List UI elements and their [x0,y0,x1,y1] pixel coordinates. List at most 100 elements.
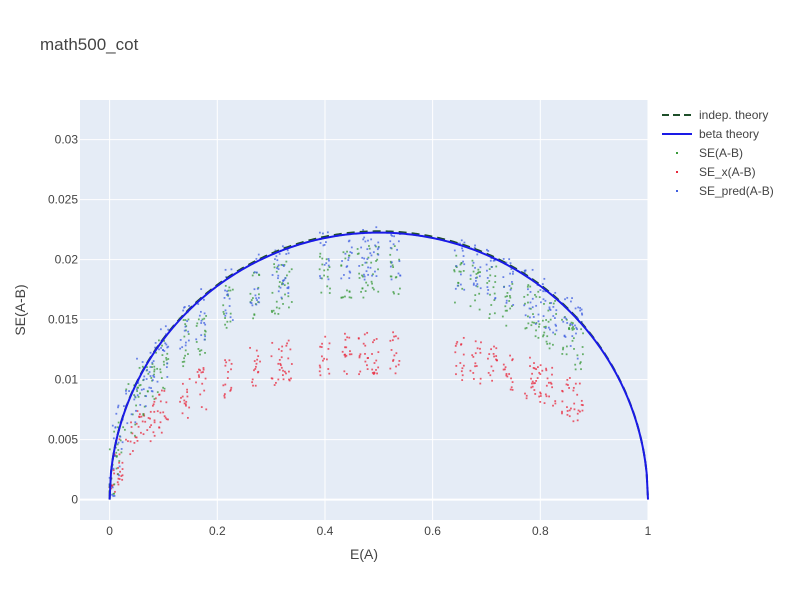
data-point [459,242,461,245]
data-point [573,402,576,405]
data-point [286,249,289,252]
legend[interactable]: indep. theory beta theory SE(A-B) SE_x(A-B)… [662,108,774,198]
data-point [362,275,364,278]
data-point [113,472,116,475]
data-point [394,335,397,338]
data-point [342,251,345,254]
data-point [493,355,495,358]
data-point [203,389,206,392]
legend-item[interactable]: indep. theory [662,108,768,122]
data-point [544,327,547,329]
data-point [325,241,327,244]
data-point [348,296,351,299]
data-point [397,272,400,275]
data-point [322,244,325,247]
data-point [510,386,513,389]
data-point [488,313,491,316]
data-point [399,287,401,290]
data-point [512,270,514,273]
data-point [197,318,200,321]
y-tick-label: 0.005 [48,433,78,447]
data-point [391,339,394,342]
data-point [153,376,156,378]
y-axis-ticks: 0 0.005 0.01 0.015 0.02 0.025 0.03 [48,133,78,507]
data-point [146,390,149,393]
data-point [149,410,152,413]
data-point [144,420,147,423]
data-point [566,413,569,416]
data-point [356,248,359,250]
data-point [529,307,532,310]
data-point [580,368,582,371]
data-point [509,354,511,357]
data-point [197,303,200,305]
data-point [277,348,280,351]
data-point [548,342,551,345]
theory-lines [108,230,649,500]
data-point [375,226,378,229]
legend-label: indep. theory [699,108,768,122]
data-point [504,309,507,312]
data-point [119,439,122,442]
data-point [271,377,274,380]
data-point [131,432,134,435]
data-point [150,424,153,427]
data-point [487,357,489,360]
data-point [371,371,374,374]
legend-item[interactable]: SE_pred(A-B) [676,184,774,198]
data-point [153,410,156,413]
data-point [229,289,232,292]
legend-item[interactable]: SE(A-B) [676,146,743,160]
data-point [377,290,380,293]
data-point [251,274,254,277]
data-point [571,335,574,338]
data-point [186,320,189,322]
data-point [359,353,362,356]
data-point [278,285,281,288]
data-point [511,388,514,391]
data-point [205,315,208,317]
data-point [273,266,276,269]
data-point [375,260,377,262]
data-point [475,273,478,275]
data-point [252,317,255,320]
data-point [562,320,565,323]
data-point [505,373,508,375]
data-point [561,410,563,413]
data-point [528,316,531,319]
data-point [165,357,168,359]
data-point [478,275,481,278]
data-point [554,323,557,326]
data-point [164,325,167,328]
data-point [570,300,572,303]
data-point [231,288,234,291]
legend-item[interactable]: beta theory [662,127,759,141]
data-point [114,426,117,429]
data-point [469,305,472,308]
data-point [561,390,564,393]
data-point [229,389,232,392]
data-point [392,266,395,268]
data-point [505,301,508,304]
data-point [151,395,154,398]
data-point [549,381,552,384]
legend-label: SE_x(A-B) [699,165,756,179]
data-point [475,365,478,367]
data-point [524,327,527,330]
data-point [389,339,392,342]
data-point [278,358,281,361]
legend-item[interactable]: SE_x(A-B) [676,165,756,179]
data-point [230,386,233,389]
data-point [566,410,569,412]
data-point [531,372,533,375]
data-point [130,431,133,434]
data-point [555,324,557,327]
beta-theory-line [108,231,649,500]
data-point [487,371,490,374]
data-point [488,280,491,282]
data-point [255,271,258,274]
data-point [360,290,362,293]
data-point [121,441,124,444]
data-point [461,287,464,290]
data-point [472,282,475,285]
